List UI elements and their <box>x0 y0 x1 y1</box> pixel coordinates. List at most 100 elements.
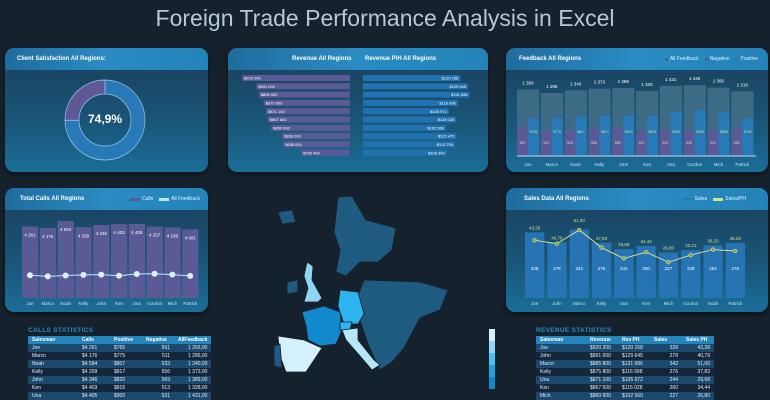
x-tick-label: Joe <box>524 162 532 167</box>
negative-bar <box>564 129 576 156</box>
table-cell: Kelly <box>536 368 586 376</box>
revenue-bar <box>263 99 350 106</box>
sales-ph-label: 36,33 <box>707 238 719 243</box>
table-cell: Ken <box>536 384 586 392</box>
table-row: Una $871 100 $105 972 244 29,68 <box>536 376 714 384</box>
revenue-ph-label: $115 475 <box>438 134 455 139</box>
x-tick-label: John <box>96 301 106 306</box>
satisfaction-donut <box>64 79 146 161</box>
sales-ph-line <box>534 229 736 263</box>
table-cell: 227 <box>650 392 682 400</box>
table-row: Marco $4 176 $775 511 1 286,00 <box>28 352 212 360</box>
revenue-bar <box>266 108 350 115</box>
calls-label: 4 199 <box>167 233 179 238</box>
x-tick-label: Patrick <box>728 301 743 306</box>
x-tick-label: Gordon <box>683 301 699 306</box>
calls-bar <box>57 220 74 298</box>
total-calls-panel: Total Calls All Regions Calls All Feedba… <box>5 188 208 312</box>
table-row: Noah $4 584 $807 533 1 340,00 <box>28 360 212 368</box>
all-feedback-point <box>27 272 33 279</box>
negative-bar <box>659 129 671 156</box>
sales-bar <box>681 250 701 298</box>
table-cell: Joe <box>28 344 78 352</box>
table-cell: $867 500 <box>586 384 618 392</box>
table-cell: Una <box>28 392 78 400</box>
x-tick-label: Gordon <box>687 162 703 167</box>
revenue-label: $867 500 <box>270 117 287 122</box>
revenue-bar <box>271 124 350 131</box>
all-feedback-point <box>98 271 105 278</box>
feedback-title: Feedback All Regions <box>519 56 582 62</box>
map-region-switzerland <box>339 321 353 331</box>
calls-chart: 4 261 Joe 4 176 Marco 4 584 Noah 4 209 Kelly 4 3… <box>22 220 199 306</box>
x-tick-label: Una <box>620 301 629 306</box>
table-cell: 29,68 <box>682 376 714 384</box>
revenue-bar <box>256 83 350 90</box>
positive-label: $775 <box>553 130 561 134</box>
table-cell: 513 <box>142 384 174 392</box>
negative-label: 569 <box>615 141 621 145</box>
all-feedback-point <box>133 270 140 277</box>
table-cell: $129 645 <box>618 352 650 360</box>
sales-bar <box>636 246 656 298</box>
revenue-ph-bar <box>363 91 470 98</box>
table-cell: Kelly <box>28 368 78 376</box>
positive-label: $807 <box>577 130 585 134</box>
table-cell: $4 346 <box>78 376 110 384</box>
negative-bar <box>683 131 695 156</box>
table-cell: $4 261 <box>78 344 110 352</box>
map-region-scandinavia <box>333 195 397 277</box>
table-cell: 1 356,00 <box>174 344 212 352</box>
revenue-title: Revenue All Regions <box>292 56 352 62</box>
sales-ph-point <box>733 248 738 254</box>
revenue-label: $885 800 <box>261 92 278 97</box>
panel-title: Client Satisfaction All Regions: <box>17 56 106 62</box>
revenue-ph-label: $103 340 <box>428 150 445 155</box>
calls-legend: Calls All Feedback <box>129 196 200 202</box>
map-color-scale <box>489 329 495 389</box>
panel-header <box>5 48 208 70</box>
revenue-table: Salesman Revenue Rev PH Sales Sales PH Joe $92… <box>536 336 714 400</box>
table-row: Ken $4 403 $815 513 1 328,00 <box>28 384 212 392</box>
table-caption: CALLS STATISTICS <box>28 327 94 334</box>
panel-header <box>228 48 488 70</box>
all-feedback-label: 1 356 <box>522 81 534 86</box>
table-cell: $116 998 <box>618 368 650 376</box>
negative-label: 510 <box>710 141 716 145</box>
table-cell: 34,44 <box>682 384 714 392</box>
x-tick-label: Noah <box>708 301 719 306</box>
legend-item: All Feedback <box>664 56 699 62</box>
all-feedback-point <box>187 272 194 279</box>
table-cell: $815 <box>110 384 142 392</box>
revenue-label: $799 400 <box>303 150 320 155</box>
calls-label: 4 346 <box>96 231 108 236</box>
calls-label: 4 257 <box>149 232 161 237</box>
table-cell: 278 <box>650 352 682 360</box>
x-tick-label: Kelly <box>79 301 90 306</box>
positive-bar <box>528 118 539 156</box>
table-cell: 37,83 <box>682 368 714 376</box>
sales-chart: 328 Joe 43,28 278 John 40,79 342 Marco 51,00 276 K… <box>525 218 745 306</box>
table-row: Marco $885 800 $131 686 342 51,00 <box>536 360 714 368</box>
sales-label: 278 <box>553 266 561 271</box>
sales-ph-point <box>643 249 649 255</box>
table-cell: 260 <box>650 384 682 392</box>
map-region-france <box>301 305 343 347</box>
all-feedback-point <box>151 270 158 277</box>
client-satisfaction-panel: Client Satisfaction All Regions: 74,9% <box>5 48 208 172</box>
calls-bar <box>39 227 57 298</box>
table-cell: $817 <box>110 368 142 376</box>
column-header: Rev PH <box>618 336 650 344</box>
negative-bar <box>588 128 600 156</box>
table-caption: REVENUE STATISTICS <box>536 327 612 334</box>
x-tick-label: Patrick <box>735 162 750 167</box>
legend-item: Positive <box>735 56 758 62</box>
x-tick-label: Una <box>667 162 676 167</box>
all-feedback-point <box>44 273 51 280</box>
map-region-uk <box>303 261 323 303</box>
column-header: Sales PH <box>682 336 714 344</box>
revenue-ph-label: $115 028 <box>438 117 455 122</box>
x-tick-label: Ken <box>643 162 652 167</box>
sales-ph-label: 32,21 <box>685 243 697 248</box>
revenue-label: $871 100 <box>268 109 285 114</box>
